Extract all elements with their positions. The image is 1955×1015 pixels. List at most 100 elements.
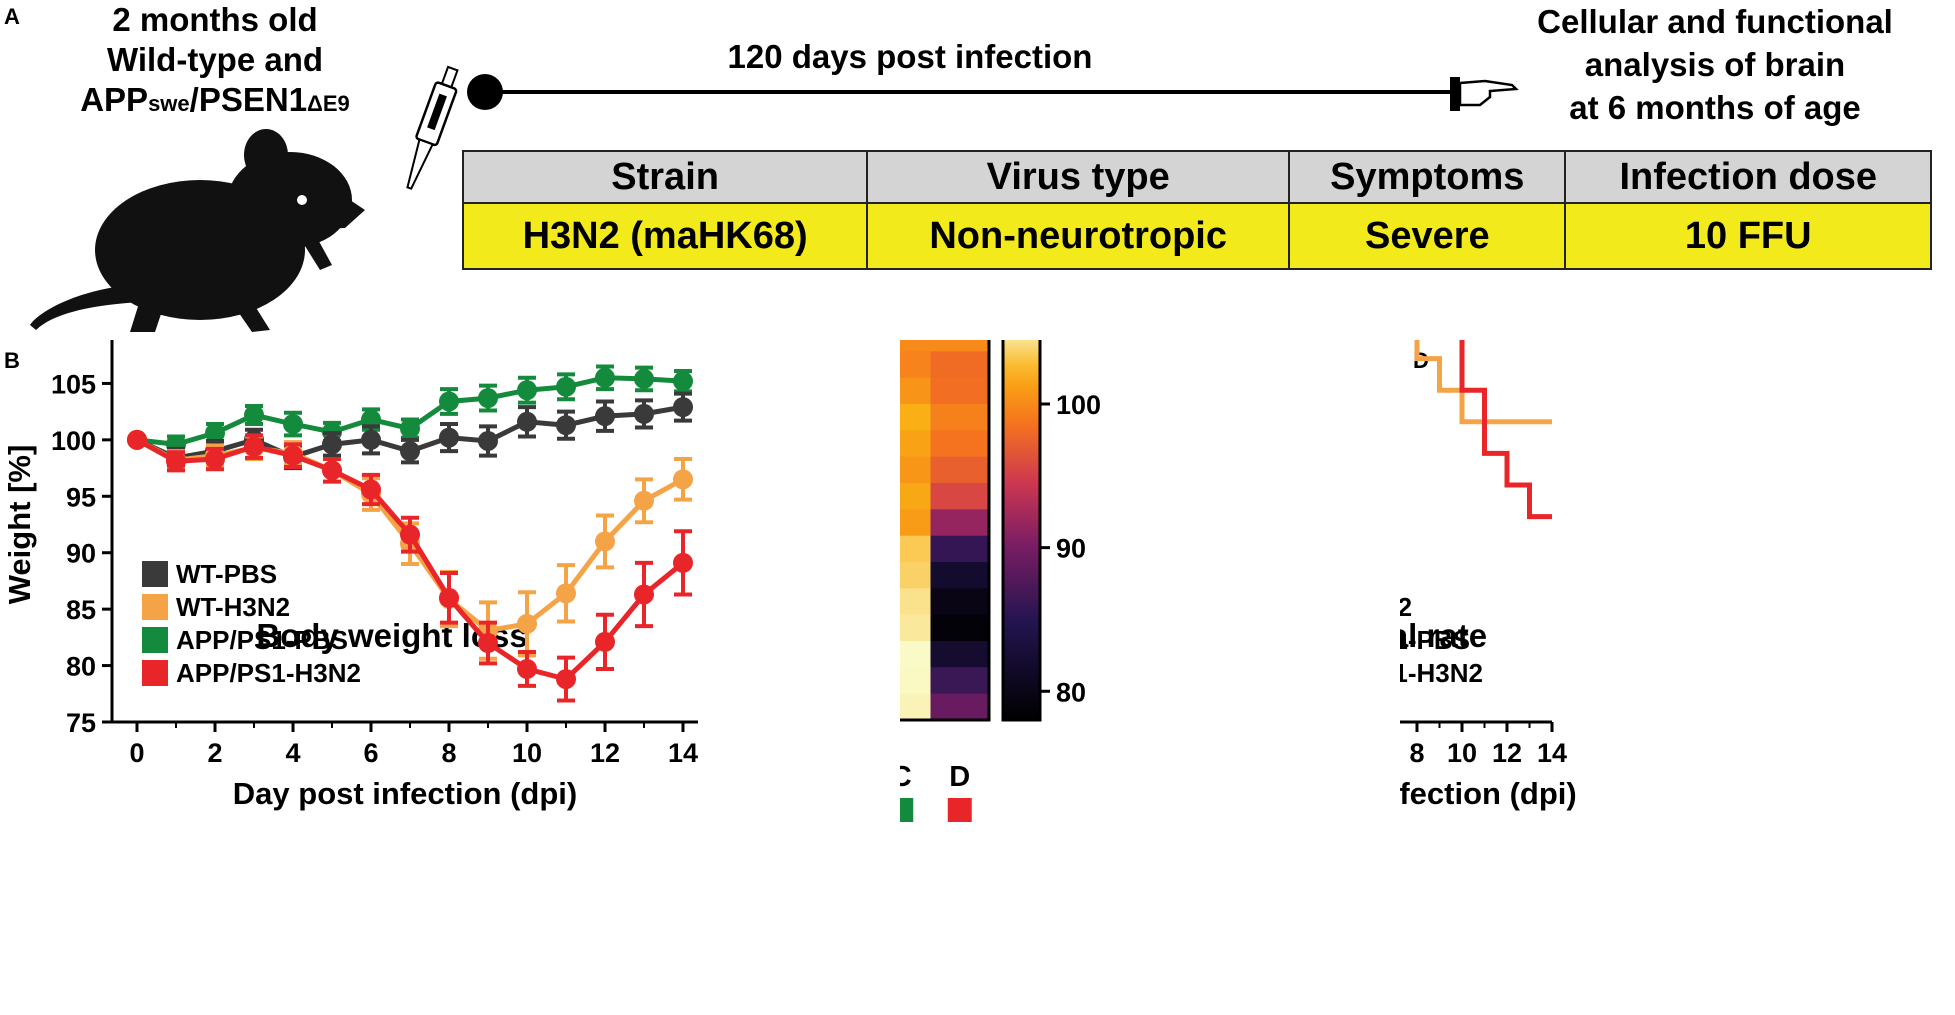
legend-swatch [142,561,168,587]
pipette-icon [406,65,459,190]
data-point [478,633,498,653]
x-tick-label: 14 [668,738,698,768]
heatmap-cell [900,641,931,668]
heatmap-cell [930,535,990,563]
y-tick-label: 105 [51,369,96,399]
legend-swatch [142,627,168,653]
y-tick-label: 90 [66,539,96,569]
data-point [595,631,615,652]
table-header: Strain [461,150,869,204]
data-point [361,429,381,450]
x-tick-label: 2 [207,738,222,768]
heatmap-cell [900,562,931,589]
analysis-description: Cellular and functional analysis of brai… [1480,0,1950,129]
data-point [634,403,654,424]
y-tick-label: 100 [51,426,96,456]
data-point [595,531,615,552]
heatmap-cell [930,483,990,510]
heatmap-cell [930,588,990,616]
heatmap-cell [900,456,931,484]
data-point [439,427,459,448]
x-axis-label: Day post infection (dpi) [1400,776,1577,811]
heatmap-grid [900,340,990,721]
data-point [556,415,576,436]
heatmap-cell [930,377,990,405]
x-tick-label: 10 [1447,738,1477,768]
data-point [556,669,576,690]
data-point [673,469,693,490]
legend-swatch [142,660,168,686]
analysis-line-2: analysis of brain [1584,46,1846,83]
colorbar-tick-label: 90 [1056,534,1086,564]
data-point [205,449,225,470]
data-point [517,613,537,634]
heatmap-border [900,340,991,722]
data-point [634,368,654,389]
data-point [439,587,459,608]
mouse-line-3: APPswe/PSEN1ΔE9 [80,81,350,118]
heatmap-cell [930,693,990,721]
mouse-description: 2 months old Wild-type and APPswe/PSEN1Δ… [50,0,380,124]
pointing-hand-icon [1450,77,1519,111]
data-point [595,406,615,427]
mouse-illustration [30,65,459,332]
heatmap-cell [900,351,931,379]
y-axis-label: Weight [%] [2,445,37,605]
heatmap-cell [900,340,931,352]
data-point [634,490,654,511]
data-point [517,658,537,679]
heatmap-cell [930,614,990,642]
heatmap-cell [900,535,931,563]
series-app-ps1-h3n2 [127,429,693,703]
heatmap-cell [900,404,931,431]
heatmap-cell [900,588,931,616]
data-point [322,434,342,455]
heatmap-cell [930,404,990,431]
x-tick-label: 14 [1537,738,1567,768]
data-point [556,376,576,397]
x-tick-label: 0 [129,738,144,768]
data-point [127,429,147,450]
colorbar-tick-label: 100 [1056,390,1101,420]
mouse-line-1: 2 months old [112,1,318,38]
heatmap-cell [930,562,990,589]
weight-heatmap: ABCD8090100 [900,340,1101,822]
data-point [244,405,264,426]
data-point [400,524,420,545]
table-header: Virus type [866,150,1291,204]
data-point [556,583,576,604]
column-label: C [900,761,912,793]
heatmap-cell [900,693,931,721]
heatmap-cell [900,509,931,537]
legend-label: APP/PS1-PBS [1400,625,1470,655]
legend-swatch [142,594,168,620]
x-tick-label: 10 [512,738,542,768]
data-point [517,380,537,401]
heatmap-cell [900,614,931,642]
colorbar-tick-label: 80 [1056,677,1086,707]
column-label: D [949,761,970,793]
heatmap-cell [900,667,931,695]
data-point [673,397,693,418]
panel-b-label: B [4,348,20,373]
timeline-start-dot [467,74,503,110]
heatmap-cell [900,377,931,405]
table-header: Symptoms [1288,150,1567,204]
data-point [400,441,420,462]
timeline-label: 120 days post infection [727,38,1093,75]
data-point [478,388,498,409]
data-point [478,430,498,451]
data-point [673,371,693,392]
table-cell: H3N2 (maHK68) [461,202,869,270]
colorbar [1001,340,1042,722]
data-point [517,411,537,432]
data-point [205,423,225,444]
table-header-row: Strain Virus type Symptoms Infection dos… [461,150,1932,204]
y-tick-label: 85 [66,595,96,625]
x-tick-label: 6 [363,738,378,768]
y-tick-label: 80 [66,652,96,682]
legend-label: APP/PS1-H3N2 [176,658,361,688]
data-point [283,445,303,466]
mouse-line-2: Wild-type and [106,41,324,78]
